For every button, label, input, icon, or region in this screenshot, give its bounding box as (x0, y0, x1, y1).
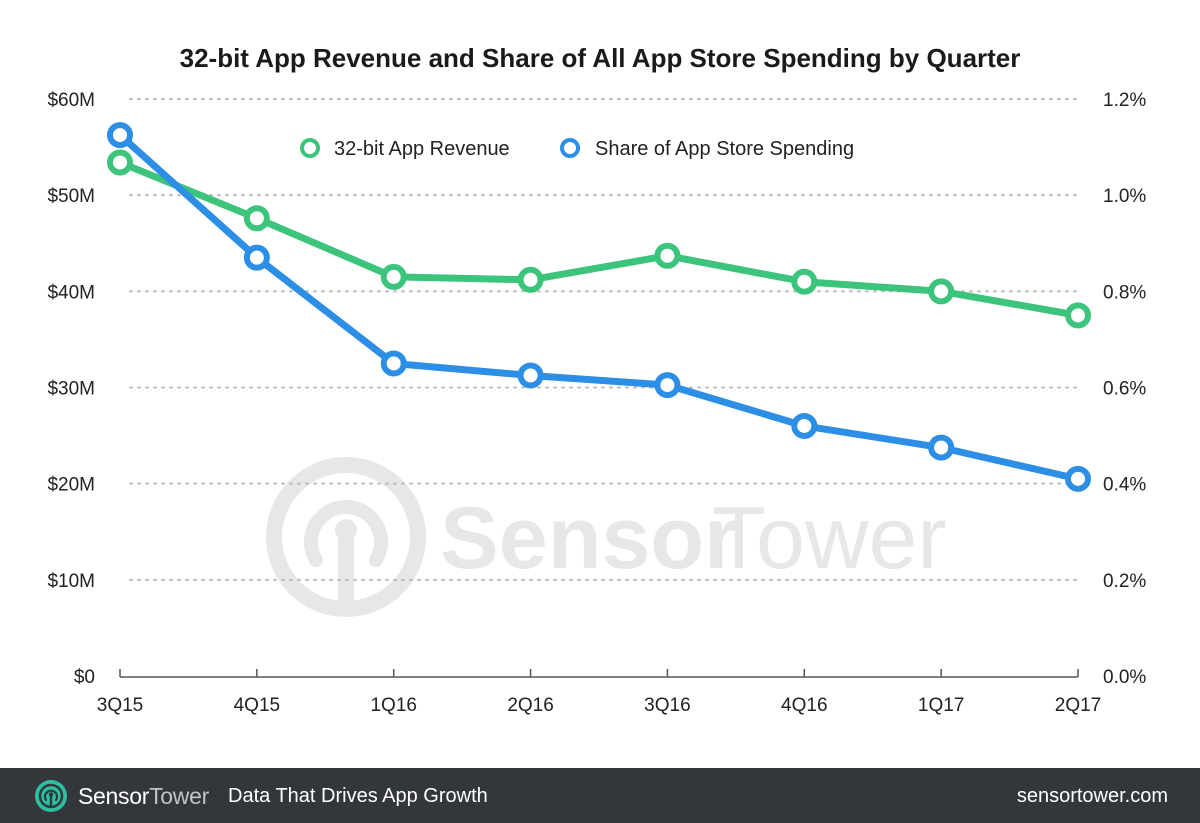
series-line-share (116, 131, 1082, 483)
watermark-brand-sensor: Sensor (440, 488, 738, 587)
footer-bar: SensorTower Data That Drives App Growth … (0, 768, 1200, 823)
data-point-revenue[interactable] (928, 278, 955, 305)
x-tick-label: 4Q15 (234, 695, 280, 716)
series-line-revenue (116, 158, 1082, 319)
footer-brand-sensor: Sensor (78, 783, 150, 809)
y-left-tick-label: $50M (47, 186, 95, 207)
y-left-tick-label: $0 (74, 667, 95, 688)
legend-label-share: Share of App Store Spending (595, 138, 854, 160)
data-point-share[interactable] (107, 122, 133, 149)
footer-url[interactable]: sensortower.com (1016, 785, 1168, 807)
y-right-tick-label: 0.0% (1103, 667, 1146, 688)
y-left-tick-label: $30M (47, 379, 95, 400)
data-point-revenue[interactable] (1065, 302, 1091, 329)
chart: 32-bit App Revenue and Share of All App … (47, 43, 1146, 716)
legend-marker-share (560, 138, 580, 158)
data-point-share[interactable] (654, 372, 681, 399)
y-right-tick-label: 1.0% (1103, 186, 1146, 207)
y-right-tick-label: 0.6% (1103, 379, 1146, 400)
x-tick-label: 2Q16 (507, 695, 553, 716)
legend-marker-revenue (300, 138, 320, 158)
y-right-tick-label: 0.4% (1103, 475, 1146, 496)
data-point-share[interactable] (243, 244, 270, 271)
x-tick-label: 1Q17 (918, 695, 964, 716)
x-tick-label: 2Q17 (1055, 695, 1101, 716)
data-point-revenue[interactable] (243, 205, 270, 232)
data-point-revenue[interactable] (654, 242, 681, 269)
legend: 32-bit App Revenue Share of App Store Sp… (300, 138, 854, 160)
y-right-tick-label: 1.2% (1103, 90, 1146, 111)
y-left-tick-label: $20M (47, 475, 95, 496)
data-point-revenue[interactable] (791, 268, 818, 295)
y-right-tick-label: 0.8% (1103, 282, 1146, 303)
data-point-share[interactable] (380, 350, 407, 377)
x-tick-label: 3Q15 (97, 695, 143, 716)
watermark: Sensor Tower (266, 457, 947, 617)
series-layer (107, 122, 1091, 492)
data-point-revenue[interactable] (380, 263, 407, 290)
x-tick-label: 3Q16 (644, 695, 690, 716)
data-point-share[interactable] (791, 412, 818, 439)
watermark-brand-tower: Tower (712, 488, 947, 587)
footer-tagline: Data That Drives App Growth (228, 785, 488, 807)
y-left-tick-label: $40M (47, 282, 95, 303)
watermark-logo-icon (266, 457, 426, 617)
x-tick-label: 4Q16 (781, 695, 827, 716)
data-point-revenue[interactable] (517, 266, 544, 293)
footer-brand: SensorTower (78, 782, 209, 810)
grid (129, 98, 1079, 581)
chart-title: 32-bit App Revenue and Share of All App … (180, 43, 1021, 73)
legend-label-revenue: 32-bit App Revenue (334, 138, 510, 160)
data-point-share[interactable] (1065, 465, 1091, 492)
y-left-tick-label: $10M (47, 571, 95, 592)
data-point-share[interactable] (928, 434, 955, 461)
y-right-tick-label: 0.2% (1103, 571, 1146, 592)
x-tick-label: 1Q16 (370, 695, 416, 716)
sensortower-logo-icon (35, 780, 67, 812)
axes: $0 $10M $20M $30M $40M $50M $60M 0.0% 0.2% 0.4% 0.… (47, 90, 1146, 716)
data-point-revenue[interactable] (107, 149, 133, 176)
y-left-tick-label: $60M (47, 90, 95, 111)
footer-brand-tower: Tower (149, 783, 209, 809)
data-point-share[interactable] (517, 362, 544, 389)
